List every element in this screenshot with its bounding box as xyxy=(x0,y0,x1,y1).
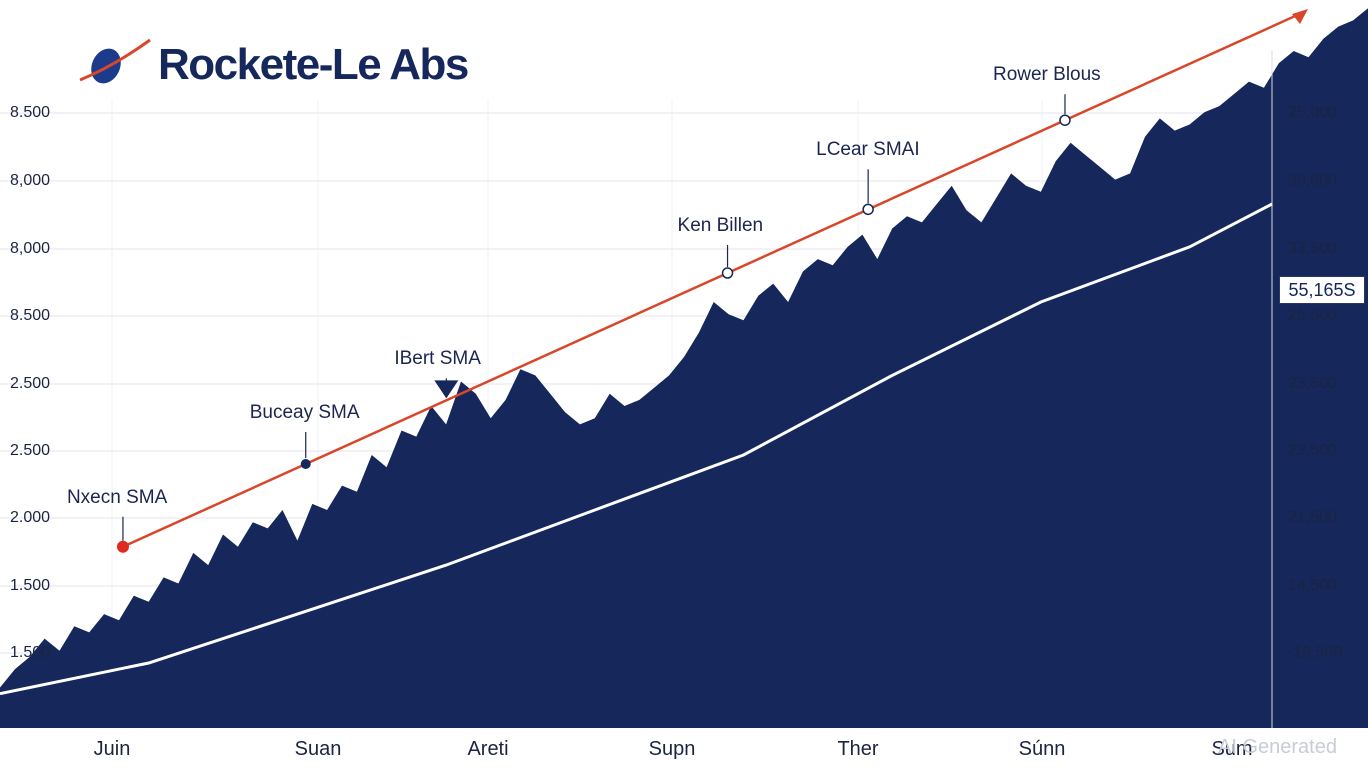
y-tick-label-right: 23,500 xyxy=(1288,375,1337,392)
y-tick-label-right: 30,000 xyxy=(1288,172,1337,189)
red-dot-marker-icon xyxy=(116,540,129,553)
y-tick-label-left: 8.500 xyxy=(10,104,51,121)
ring-marker-icon xyxy=(862,203,874,216)
y-tick-label-left: 8,000 xyxy=(10,172,51,189)
annotation-label: IBert SMA xyxy=(394,348,481,370)
y-tick-label-right: 25,500 xyxy=(1288,307,1337,324)
sma-line xyxy=(0,202,1273,696)
y-tick-label-right: 23,500 xyxy=(1288,442,1337,459)
y-tick-label-right: 21,500 xyxy=(1288,509,1337,526)
y-tick-label-left: 2.000 xyxy=(10,509,51,526)
annotation-label: LCear SMAI xyxy=(816,139,920,161)
x-tick-label: Súnn xyxy=(1018,738,1066,760)
navy-dot-marker-icon xyxy=(300,458,311,469)
trend-line-group xyxy=(122,9,1308,548)
x-tick-label: Supn xyxy=(648,738,696,760)
annotation-label: Ken Billen xyxy=(677,215,764,236)
annotation-label: Buceay SMA xyxy=(249,401,360,423)
trend-arrow-icon xyxy=(1292,9,1308,24)
rocket-logo-icon xyxy=(79,38,151,84)
annotation-label: Nxecn SMA xyxy=(66,486,168,508)
x-tick-label: Juin xyxy=(93,738,131,760)
brand-name: Rockete-Le Abs xyxy=(158,40,469,89)
annotation-markers xyxy=(116,94,1071,553)
x-tick-label: Suan xyxy=(294,738,342,760)
y-tick-label-right: 33,500 xyxy=(1288,240,1337,257)
y-tick-label-left: 2.500 xyxy=(10,442,51,459)
y-tick-label-right: -19,500 xyxy=(1288,644,1343,661)
x-tick-label: Sum xyxy=(1211,738,1253,760)
watermark: AI Generated xyxy=(1218,736,1337,758)
triangle-marker-icon xyxy=(434,380,459,399)
y-tick-label-left: 1.500 xyxy=(10,644,51,661)
price-area xyxy=(0,8,1368,728)
trend-line xyxy=(122,10,1305,548)
x-tick-label: Areti xyxy=(467,738,509,760)
y-tick-label-left: 1.500 xyxy=(10,577,51,594)
current-price-label: 55,165S xyxy=(1279,276,1365,304)
ring-marker-icon xyxy=(721,267,734,279)
y-tick-label-left: 8,000 xyxy=(10,240,51,257)
y-tick-label-right: 14,500 xyxy=(1288,577,1337,594)
y-tick-label-left: 2.500 xyxy=(10,375,51,392)
y-tick-label-left: 8.500 xyxy=(10,307,51,324)
brand-logo: Rockete-Le Abs xyxy=(78,36,469,94)
ring-marker-icon xyxy=(1059,114,1071,126)
x-tick-label: Ther xyxy=(837,738,879,760)
annotation-label: Rower Blous xyxy=(992,64,1101,86)
y-tick-label-right: 25,000 xyxy=(1288,104,1337,121)
